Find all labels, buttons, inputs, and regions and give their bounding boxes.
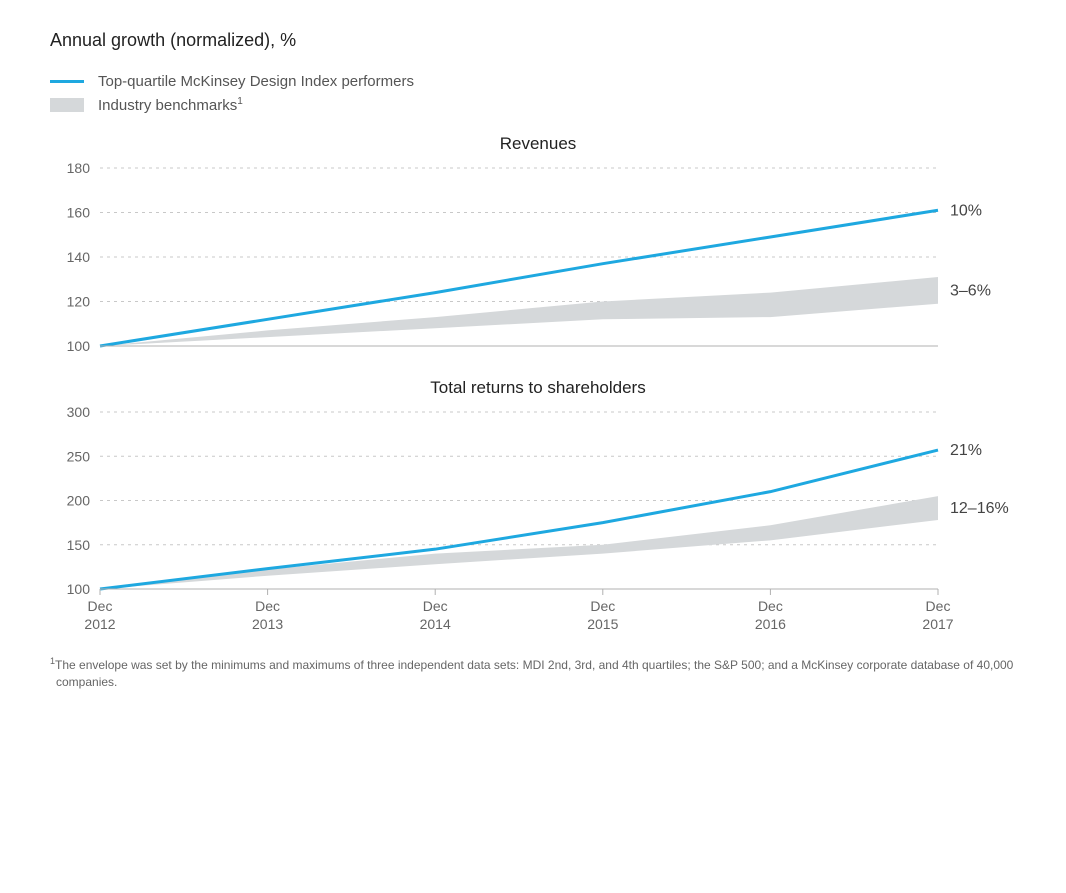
chart-wrap-trs: 100 150 200 250 300 Dec 2012 Dec 2013 Dec 2014 Dec 2… — [58, 402, 1018, 637]
y-tick-label: 160 — [67, 205, 91, 221]
legend-item-line: Top-quartile McKinsey Design Index perfo… — [50, 73, 1026, 90]
y-tick-label: 100 — [67, 338, 91, 354]
benchmark-band — [100, 277, 938, 346]
chart-trs-svg: 100 150 200 250 300 Dec 2012 Dec 2013 Dec 2014 Dec 2… — [58, 402, 1018, 637]
charts-container: Revenues 100 120 140 160 180 10% 3–6% Total retu… — [50, 134, 1026, 637]
x-tick-label-year: 2012 — [84, 616, 115, 632]
line-end-label: 10% — [950, 202, 982, 219]
chart-wrap-revenues: 100 120 140 160 180 10% 3–6% — [58, 158, 1018, 358]
x-tick-label-month: Dec — [590, 598, 615, 614]
x-tick-label-month: Dec — [255, 598, 280, 614]
x-tick-label-month: Dec — [423, 598, 448, 614]
legend: Top-quartile McKinsey Design Index perfo… — [50, 73, 1026, 114]
x-tick-label-month: Dec — [88, 598, 113, 614]
y-tick-label: 180 — [67, 160, 91, 176]
band-end-label: 12–16% — [950, 500, 1009, 517]
legend-item-band: Industry benchmarks1 — [50, 96, 1026, 114]
x-tick-label-month: Dec — [926, 598, 951, 614]
y-tick-label: 100 — [67, 581, 91, 597]
chart-block-trs: Total returns to shareholders 100 150 200 25… — [50, 378, 1026, 637]
x-tick-label-month: Dec — [758, 598, 783, 614]
chart-title-trs: Total returns to shareholders — [50, 378, 1026, 398]
legend-band-label: Industry benchmarks1 — [98, 96, 243, 114]
footnote: 1The envelope was set by the minimums an… — [50, 655, 1026, 691]
legend-band-sup: 1 — [237, 96, 243, 107]
chart-page-title: Annual growth (normalized), % — [50, 30, 1026, 51]
legend-swatch-band — [50, 98, 84, 112]
y-tick-label: 140 — [67, 249, 91, 265]
x-tick-label-year: 2014 — [420, 616, 451, 632]
x-tick-label-year: 2017 — [922, 616, 953, 632]
legend-line-label: Top-quartile McKinsey Design Index perfo… — [98, 73, 414, 90]
y-tick-label: 200 — [67, 493, 91, 509]
chart-revenues-svg: 100 120 140 160 180 10% 3–6% — [58, 158, 1018, 358]
performer-line — [100, 210, 938, 346]
y-tick-label: 150 — [67, 537, 91, 553]
x-tick-label-year: 2015 — [587, 616, 618, 632]
legend-band-text: Industry benchmarks — [98, 97, 237, 114]
footnote-text: The envelope was set by the minimums and… — [55, 658, 1013, 689]
chart-title-revenues: Revenues — [50, 134, 1026, 154]
legend-swatch-line — [50, 80, 84, 83]
y-tick-label: 300 — [67, 404, 91, 420]
x-tick-label-year: 2013 — [252, 616, 283, 632]
y-tick-label: 120 — [67, 294, 91, 310]
band-end-label: 3–6% — [950, 282, 991, 299]
chart-block-revenues: Revenues 100 120 140 160 180 10% 3–6% — [50, 134, 1026, 358]
line-end-label: 21% — [950, 442, 982, 459]
x-tick-label-year: 2016 — [755, 616, 786, 632]
y-tick-label: 250 — [67, 448, 91, 464]
